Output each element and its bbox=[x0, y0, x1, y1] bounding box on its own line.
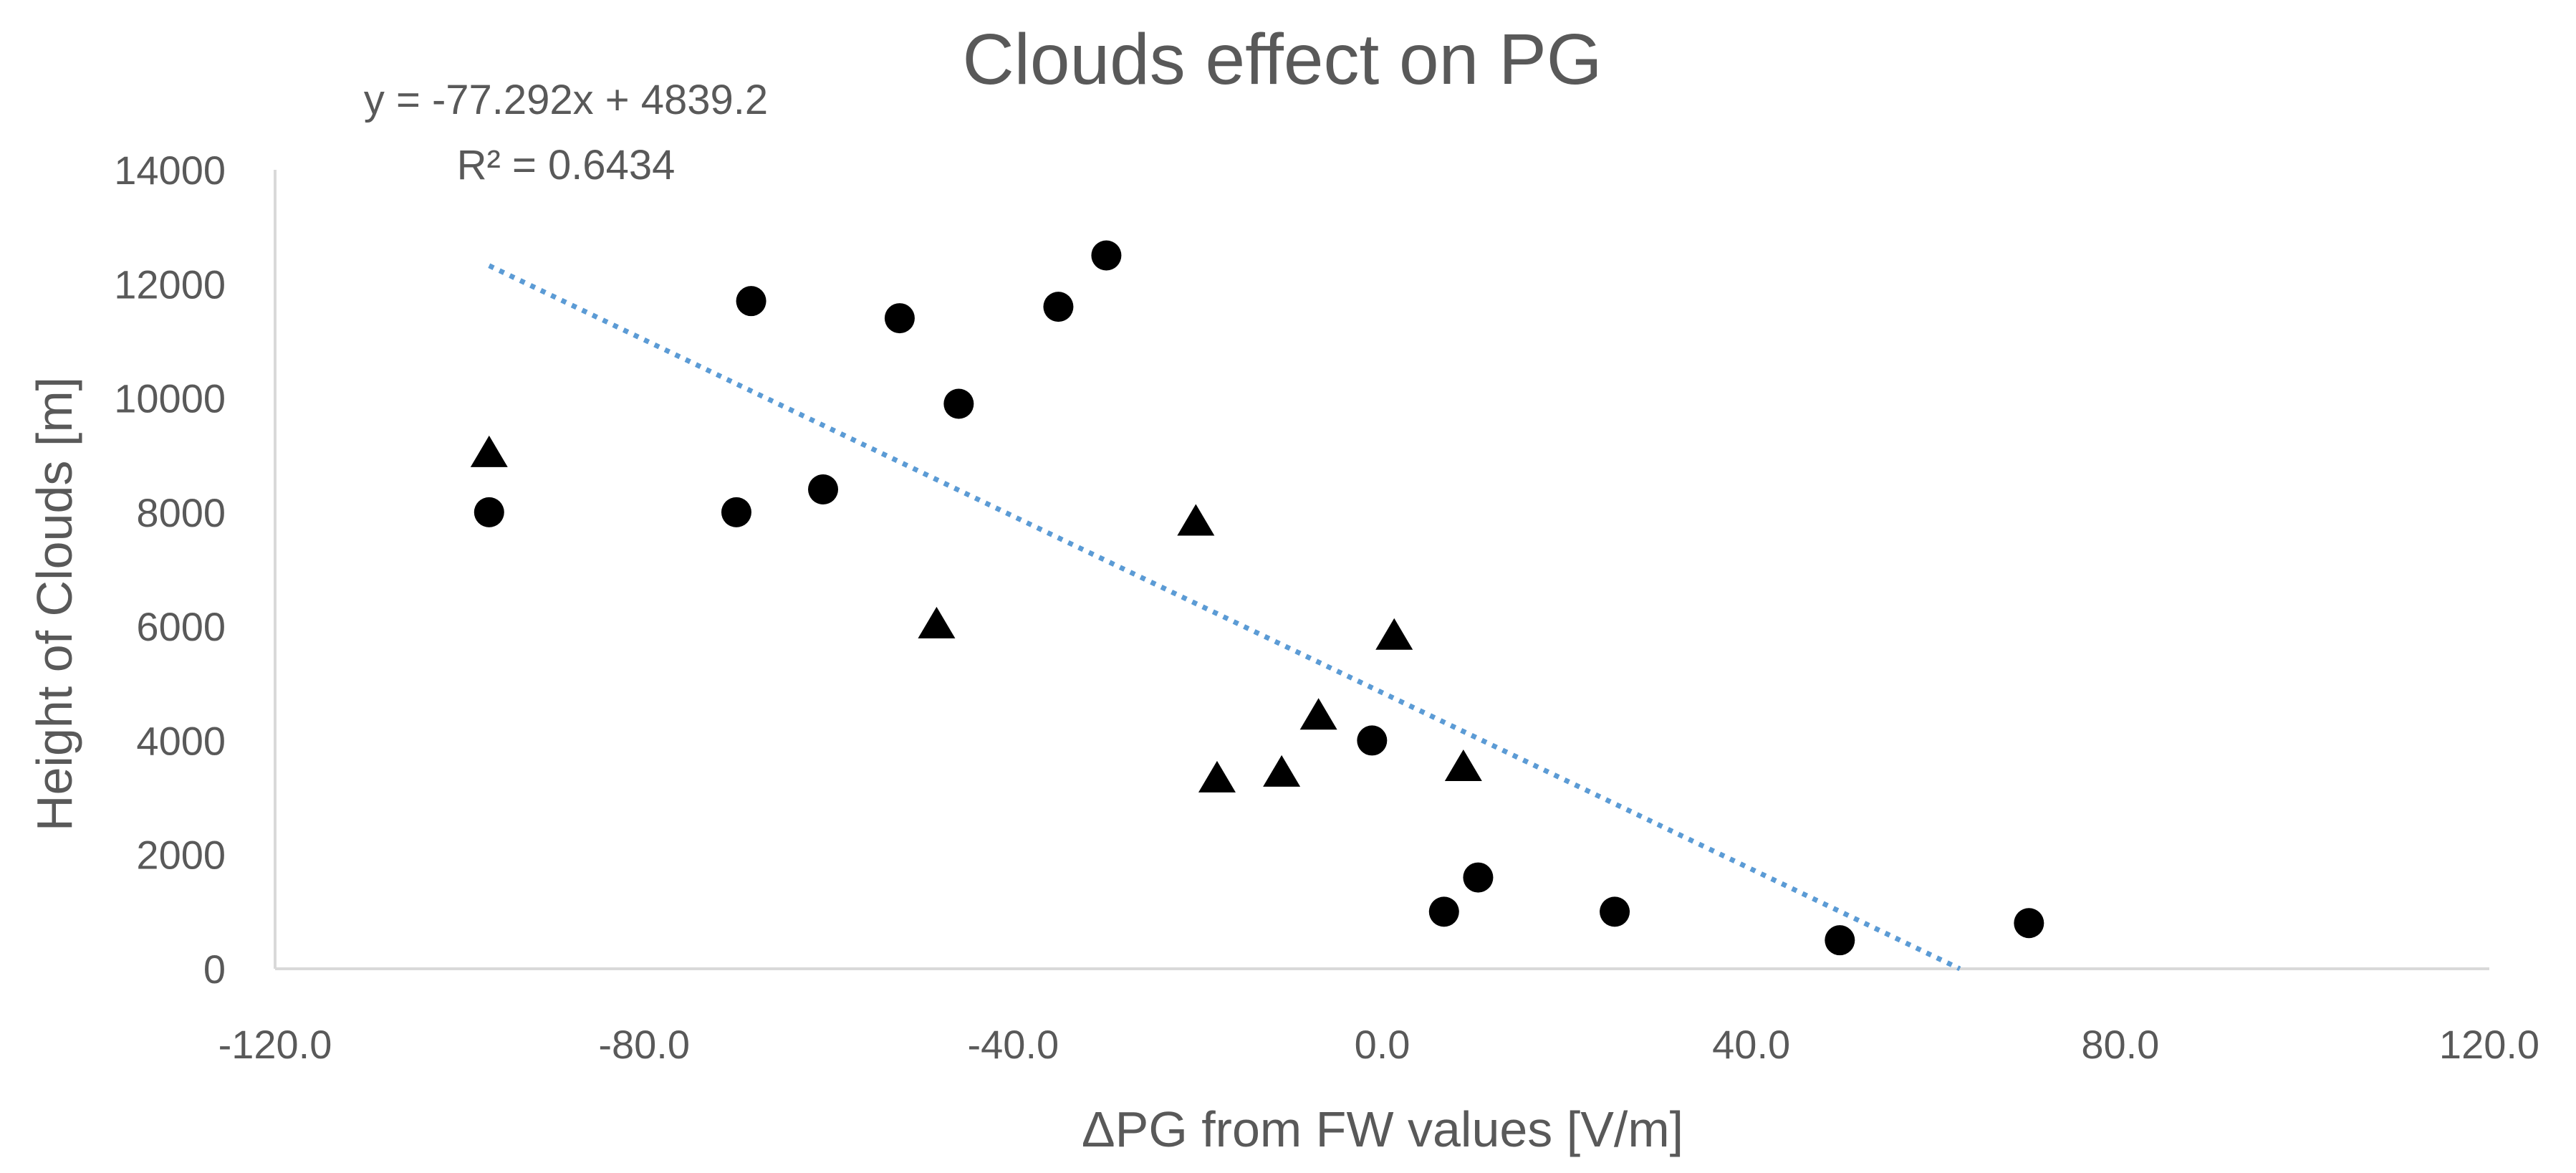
x-tick-label: -40.0 bbox=[968, 1022, 1059, 1067]
x-axis-label: ΔPG from FW values [V/m] bbox=[1082, 1101, 1683, 1157]
y-tick-label: 10000 bbox=[114, 376, 226, 421]
data-point-circle bbox=[943, 388, 974, 419]
data-point-circle bbox=[1600, 896, 1630, 927]
data-point-circle bbox=[736, 286, 766, 317]
x-tick-labels: -120.0 -80.0 -40.0 0.0 40.0 80.0 120.0 bbox=[218, 1022, 2539, 1067]
data-point-triangle bbox=[918, 606, 956, 638]
data-point-triangle bbox=[1375, 618, 1413, 650]
trendline-r-squared: R² = 0.6434 bbox=[457, 142, 676, 188]
data-point-circle bbox=[474, 497, 504, 527]
data-point-circle bbox=[1825, 925, 1855, 956]
y-tick-label: 4000 bbox=[136, 718, 226, 763]
data-points bbox=[470, 240, 2044, 956]
x-tick-label: 40.0 bbox=[1712, 1022, 1790, 1067]
data-point-circle bbox=[808, 474, 839, 504]
x-tick-label: -80.0 bbox=[598, 1022, 690, 1067]
trendline bbox=[488, 263, 1961, 972]
x-tick-label: -120.0 bbox=[218, 1022, 332, 1067]
data-point-circle bbox=[1091, 240, 1122, 271]
y-tick-label: 2000 bbox=[136, 833, 226, 878]
data-point-triangle bbox=[1263, 755, 1301, 787]
data-point-circle bbox=[721, 497, 751, 527]
data-point-triangle bbox=[1444, 749, 1482, 781]
data-point-circle bbox=[1428, 896, 1459, 927]
x-tick-label: 120.0 bbox=[2439, 1022, 2539, 1067]
x-tick-label: 80.0 bbox=[2081, 1022, 2159, 1067]
y-tick-label: 14000 bbox=[114, 148, 226, 193]
y-tick-label: 6000 bbox=[136, 604, 226, 649]
chart-title: Clouds effect on PG bbox=[962, 19, 1602, 100]
data-point-circle bbox=[1043, 292, 1074, 322]
data-point-circle bbox=[2014, 908, 2044, 939]
data-point-triangle bbox=[1198, 760, 1236, 793]
data-point-triangle bbox=[470, 435, 508, 467]
y-tick-labels: 0 2000 4000 6000 8000 10000 12000 14000 bbox=[114, 148, 226, 992]
y-tick-label: 12000 bbox=[114, 262, 226, 307]
y-tick-label: 0 bbox=[203, 947, 226, 992]
data-point-circle bbox=[1357, 725, 1388, 756]
trendline-layer bbox=[488, 263, 1961, 972]
data-point-triangle bbox=[1177, 504, 1215, 536]
data-point-triangle bbox=[1299, 698, 1337, 730]
x-tick-label: 0.0 bbox=[1355, 1022, 1410, 1067]
y-axis-label: Height of Clouds [m] bbox=[27, 377, 82, 831]
axes bbox=[274, 170, 2489, 970]
trendline-equation: y = -77.292x + 4839.2 bbox=[364, 77, 768, 123]
data-point-circle bbox=[884, 303, 915, 334]
y-tick-label: 8000 bbox=[136, 490, 226, 535]
data-point-circle bbox=[1463, 862, 1494, 893]
